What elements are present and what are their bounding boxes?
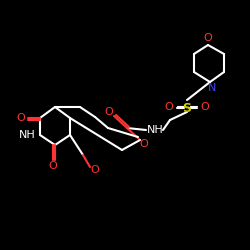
Text: O: O [48,161,58,171]
Text: O: O [204,33,212,43]
Text: NH: NH [146,125,164,135]
Text: O: O [140,139,148,149]
Text: O: O [90,165,100,175]
Text: O: O [16,113,26,123]
Text: O: O [104,107,114,117]
Text: N: N [208,83,216,93]
Text: O: O [164,102,173,112]
Text: NH: NH [18,130,36,140]
Text: S: S [182,102,192,114]
Text: O: O [200,102,209,112]
